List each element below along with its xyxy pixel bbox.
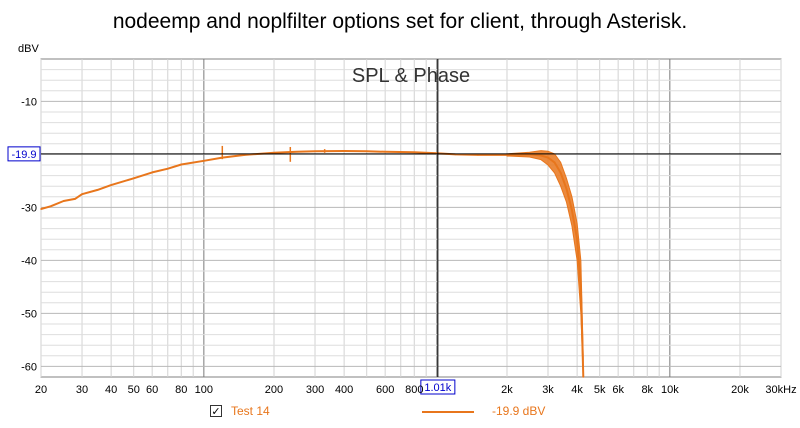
series-point xyxy=(151,171,153,174)
x-tick-label: 4k xyxy=(571,384,583,396)
series-point xyxy=(295,150,298,153)
legend-series-name: Test 14 xyxy=(231,404,270,418)
x-tick-label: 600 xyxy=(376,384,394,396)
series-point xyxy=(40,208,42,210)
y-tick-label: -10 xyxy=(21,96,37,108)
x-tick-label: 60 xyxy=(146,384,158,396)
cursor-y-readout-box xyxy=(7,146,41,162)
series-point xyxy=(110,184,112,186)
cursor-x-readout: 1.01k xyxy=(424,382,451,394)
series-point xyxy=(203,159,205,162)
series-point xyxy=(74,198,76,200)
x-tick-label: 30 xyxy=(76,384,88,396)
x-tick-label: 400 xyxy=(335,384,353,396)
series-point xyxy=(413,151,416,154)
x-tick-label: 2k xyxy=(501,384,513,396)
series-point xyxy=(81,193,83,195)
y-axis-label: dBV xyxy=(18,43,39,55)
x-tick-label: 5k xyxy=(594,384,606,396)
series-point xyxy=(506,154,508,156)
x-tick-label: 20 xyxy=(35,384,47,396)
x-tick-label: 6k xyxy=(612,384,624,396)
series-point xyxy=(384,150,386,153)
series-point xyxy=(62,200,65,202)
series-point xyxy=(273,152,275,154)
series-point xyxy=(244,154,246,156)
series-point xyxy=(547,156,549,159)
series-point xyxy=(96,189,99,191)
series-point xyxy=(559,172,562,174)
x-tick-label: 20k xyxy=(731,384,749,396)
x-tick-label: 40 xyxy=(105,384,117,396)
cursor-y-readout: -19.9 xyxy=(11,149,36,161)
chart-title: SPL & Phase xyxy=(352,65,470,87)
cursor-layer: -19.9 1.01k xyxy=(7,59,781,395)
series-point xyxy=(365,150,368,153)
y-tick-label: -30 xyxy=(21,202,37,214)
series-point xyxy=(580,286,582,288)
series-point xyxy=(343,150,345,152)
x-tick-label: 200 xyxy=(265,384,283,396)
grid-layer xyxy=(40,59,782,377)
series-point xyxy=(49,205,52,208)
series-point xyxy=(553,161,556,164)
series-point xyxy=(132,177,135,180)
x-tick-label: 10k xyxy=(661,384,679,396)
series-point xyxy=(582,376,585,378)
legend-series-value: -19.9 dBV xyxy=(492,404,546,418)
y-tick-label: -50 xyxy=(21,308,37,320)
x-tick-label: 3k xyxy=(542,384,554,396)
legend-line-swatch xyxy=(422,411,474,413)
x-tick-label: 100 xyxy=(195,384,213,396)
axis-labels: 20 30 40 50 60 80 100 200 300 400 600 800 2k 3k 4k 5k 6k… xyxy=(21,96,797,396)
y-tick-label: -60 xyxy=(21,361,37,373)
series-layer xyxy=(40,145,585,378)
y-tick-label: -40 xyxy=(21,255,37,267)
x-tick-label: 300 xyxy=(306,384,324,396)
series-point xyxy=(571,209,573,211)
page-title: nodeemp and noplfilter options set for c… xyxy=(112,10,688,33)
legend-checkbox[interactable]: ✓ xyxy=(210,405,222,418)
series-point xyxy=(540,154,542,157)
spl-phase-chart: -19.9 1.01k SPL & Phase dBV 20 30 40 50 60 80 1… xyxy=(7,43,797,396)
series-point xyxy=(166,167,169,170)
series-point xyxy=(576,238,578,240)
x-tick-label: 50 xyxy=(128,384,140,396)
series-point xyxy=(314,150,316,153)
x-tick-label: 30kHz xyxy=(765,384,796,396)
x-tick-label: 800 xyxy=(405,384,423,396)
x-tick-label: 8k xyxy=(641,384,653,396)
series-point xyxy=(477,154,479,156)
cursor-x-readout-box xyxy=(420,379,456,395)
series-point xyxy=(180,163,183,166)
series-point xyxy=(565,188,568,190)
x-tick-label: 80 xyxy=(175,384,187,396)
